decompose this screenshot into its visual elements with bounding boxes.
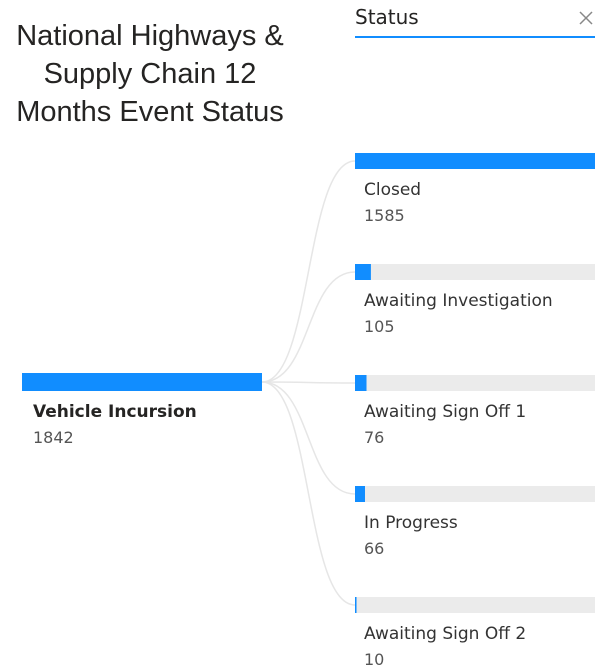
chart-title: National Highways &: [16, 20, 284, 52]
connector: [261, 381, 356, 606]
bar-background: [355, 375, 595, 391]
root-value: 1842: [33, 428, 74, 447]
bar: [355, 597, 357, 613]
node-value: 105: [364, 317, 395, 336]
connector: [261, 381, 356, 495]
chart-title: Supply Chain 12: [44, 58, 257, 90]
node-label: Closed: [364, 180, 421, 200]
node-label: In Progress: [364, 513, 458, 533]
bar-background: [355, 486, 595, 502]
root-label: Vehicle Incursion: [33, 402, 197, 422]
node-label: Awaiting Sign Off 1: [364, 402, 526, 422]
bar: [355, 264, 371, 280]
connector: [261, 160, 356, 383]
node-value: 10: [364, 650, 384, 668]
node-value: 76: [364, 428, 384, 447]
node-value: 1585: [364, 206, 405, 225]
chart-title: Months Event Status: [16, 96, 284, 128]
bar: [355, 486, 365, 502]
connector: [261, 271, 356, 383]
bar: [355, 153, 595, 169]
bar: [355, 375, 367, 391]
bar-background: [355, 264, 595, 280]
node-label: Awaiting Sign Off 2: [364, 624, 526, 644]
bar-background: [355, 597, 595, 613]
node-value: 66: [364, 539, 384, 558]
root-bar: [22, 373, 262, 391]
node-label: Awaiting Investigation: [364, 291, 553, 311]
close-icon[interactable]: [579, 11, 593, 25]
level-header: Status: [355, 5, 419, 29]
connector: [261, 381, 356, 384]
